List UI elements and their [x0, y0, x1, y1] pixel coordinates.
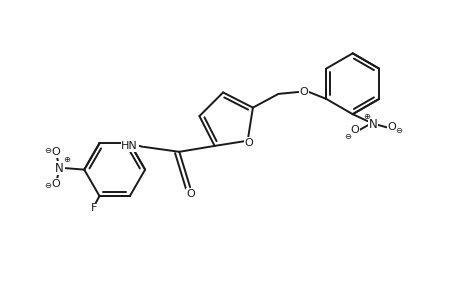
- Text: N: N: [55, 162, 64, 175]
- Text: O: O: [51, 148, 60, 158]
- Text: ⊖: ⊖: [394, 126, 402, 135]
- Text: O: O: [387, 122, 396, 132]
- Text: O: O: [51, 179, 60, 189]
- Text: ⊕: ⊕: [63, 155, 70, 164]
- Text: ⊖: ⊖: [343, 132, 351, 141]
- Text: HN: HN: [121, 141, 138, 151]
- Text: O: O: [186, 189, 195, 199]
- Text: O: O: [299, 87, 308, 97]
- Text: F: F: [91, 203, 97, 213]
- Text: N: N: [368, 118, 377, 131]
- Text: O: O: [244, 138, 252, 148]
- Text: ⊖: ⊖: [45, 181, 51, 190]
- Text: ⊕: ⊕: [363, 112, 369, 121]
- Text: O: O: [349, 125, 358, 135]
- Text: ⊖: ⊖: [45, 146, 51, 155]
